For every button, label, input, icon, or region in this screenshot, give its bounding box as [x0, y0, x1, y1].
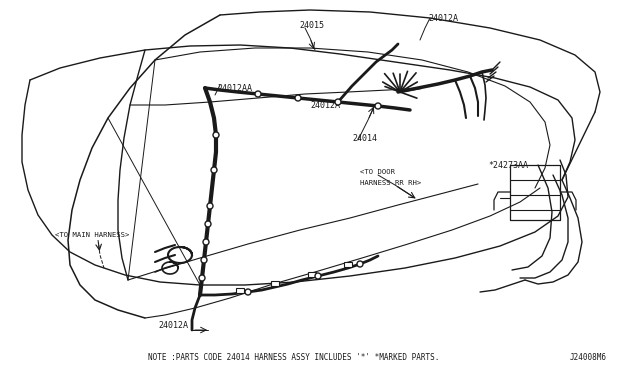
Bar	[236, 288, 244, 292]
Circle shape	[335, 99, 341, 105]
Text: NOTE :PARTS CODE 24014 HARNESS ASSY INCLUDES '*' *MARKED PARTS.: NOTE :PARTS CODE 24014 HARNESS ASSY INCL…	[148, 353, 440, 362]
Circle shape	[255, 91, 261, 97]
Circle shape	[205, 221, 211, 227]
Circle shape	[357, 261, 363, 267]
Text: 24012A: 24012A	[428, 13, 458, 22]
Text: <TO MAIN HARNESS>: <TO MAIN HARNESS>	[55, 232, 129, 238]
Circle shape	[295, 95, 301, 101]
Text: 24012A: 24012A	[310, 100, 340, 109]
Text: HARNESS RR RH>: HARNESS RR RH>	[360, 180, 421, 186]
Circle shape	[207, 203, 213, 209]
Text: <TO DOOR: <TO DOOR	[360, 169, 395, 175]
Text: J24008M6: J24008M6	[570, 353, 607, 362]
Circle shape	[211, 167, 217, 173]
Bar	[271, 280, 279, 285]
Text: 24015: 24015	[299, 20, 324, 29]
Text: 24012AA: 24012AA	[217, 83, 252, 93]
Circle shape	[375, 103, 381, 109]
Circle shape	[245, 289, 251, 295]
Bar	[308, 272, 316, 276]
Text: 24014: 24014	[352, 134, 377, 142]
Bar	[344, 262, 352, 266]
Circle shape	[213, 132, 219, 138]
Text: 24012A: 24012A	[158, 321, 188, 330]
Text: *24273AA: *24273AA	[488, 160, 528, 170]
Circle shape	[315, 273, 321, 279]
Circle shape	[201, 257, 207, 263]
Circle shape	[203, 239, 209, 245]
Circle shape	[199, 275, 205, 281]
